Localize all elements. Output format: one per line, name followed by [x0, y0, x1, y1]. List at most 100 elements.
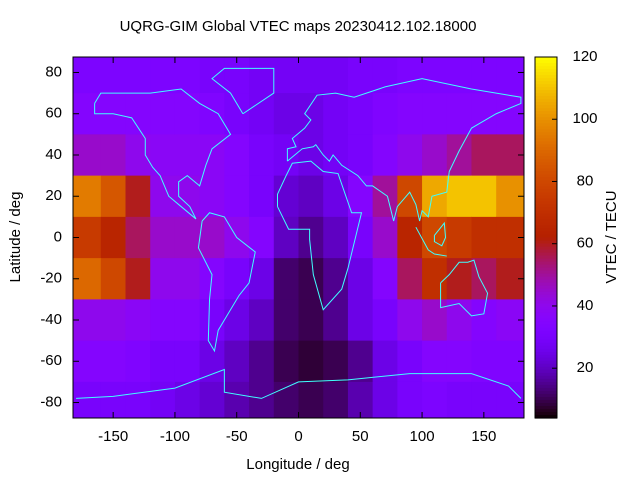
heatmap-cell	[273, 381, 299, 418]
colorbar-segment	[535, 141, 557, 145]
colorbar-segment	[535, 132, 557, 136]
colorbar-segment	[535, 144, 557, 148]
colorbar-segment	[535, 306, 557, 311]
heatmap-cell	[347, 381, 374, 418]
heatmap-cell	[224, 57, 250, 94]
colorbar-segment	[535, 99, 557, 103]
x-tick-label: -150	[98, 428, 128, 445]
heatmap-cell	[323, 57, 349, 94]
colorbar-frame	[534, 56, 558, 419]
heatmap-cell	[100, 57, 127, 94]
heatmap-cell	[323, 340, 349, 383]
heatmap-cell	[372, 57, 398, 94]
heatmap-cell	[323, 134, 349, 177]
heatmap-cell	[422, 175, 448, 218]
colorbar-segment	[535, 105, 557, 109]
colorbar-segment	[535, 396, 557, 401]
colorbar-segment	[535, 93, 557, 97]
colorbar-segment	[535, 291, 557, 296]
heatmap-cell	[100, 175, 127, 218]
colorbar-segment	[535, 270, 557, 275]
heatmap-cell	[397, 216, 423, 259]
heatmap-cell	[397, 57, 423, 94]
x-axis-label: Longitude / deg	[246, 456, 349, 473]
colorbar-segment	[535, 249, 557, 254]
heatmap-cell	[125, 57, 151, 94]
heatmap-cell	[471, 175, 497, 218]
colorbar-segment	[535, 123, 557, 127]
colorbar-segment	[535, 84, 557, 88]
colorbar-segment	[535, 147, 557, 151]
heatmap-cell	[174, 57, 201, 94]
colorbar-segment	[535, 264, 557, 269]
heatmap-cell	[298, 381, 324, 418]
heatmap-cell	[249, 216, 275, 259]
x-tick-label: 100	[410, 428, 435, 445]
heatmap-cell	[224, 258, 250, 300]
colorbar-segment	[535, 228, 557, 233]
colorbar-segment	[535, 273, 557, 278]
heatmap-cell	[174, 216, 201, 259]
colorbar-tick-label: 20	[577, 359, 594, 376]
colorbar-segment	[535, 192, 557, 196]
coastline	[416, 227, 447, 256]
y-tick-label: 0	[54, 228, 62, 245]
colorbar-segment	[535, 195, 557, 199]
heatmap-cell	[471, 340, 497, 383]
heatmap-cell	[100, 258, 127, 300]
colorbar-segment	[535, 102, 557, 106]
colorbar-segment	[535, 63, 557, 67]
colorbar-segment	[535, 369, 557, 374]
colorbar-segment	[535, 255, 557, 260]
heatmap-cell	[372, 381, 398, 418]
heatmap-cell	[397, 258, 423, 300]
heatmap-cell	[224, 299, 250, 342]
heatmap-cell	[471, 93, 497, 135]
colorbar-segment	[535, 177, 557, 181]
heatmap-cell	[471, 216, 497, 259]
y-tick-label: 20	[45, 187, 62, 204]
colorbar-segment	[535, 357, 557, 362]
y-tick-label: -40	[40, 311, 62, 328]
heatmap-cell	[125, 93, 151, 135]
colorbar-segment	[535, 258, 557, 263]
colorbar-segment	[535, 294, 557, 299]
heatmap-cell	[298, 57, 324, 94]
colorbar-segment	[535, 126, 557, 130]
colorbar-segment	[535, 120, 557, 124]
heatmap-cell	[347, 175, 374, 218]
heatmap-cell	[199, 216, 225, 259]
heatmap-cell	[73, 381, 102, 418]
heatmap-cell	[199, 57, 225, 94]
colorbar-segment	[535, 375, 557, 380]
heatmap-cell	[471, 57, 497, 94]
heatmap-cell	[347, 258, 374, 300]
colorbar-segment	[535, 138, 557, 142]
colorbar-segment	[535, 66, 557, 70]
colorbar-segment	[535, 231, 557, 236]
colorbar-segment	[535, 78, 557, 82]
colorbar-segment	[535, 186, 557, 190]
colorbar-segment	[535, 60, 557, 64]
colorbar-segment	[535, 243, 557, 248]
heatmap-cell	[174, 340, 201, 383]
colorbar-segment	[535, 360, 557, 365]
heatmap-cell	[347, 57, 374, 94]
heatmap	[73, 57, 524, 418]
colorbar-segment	[535, 279, 557, 284]
colorbar-segment	[535, 87, 557, 91]
coastlines	[76, 68, 521, 398]
colorbar-segment	[535, 339, 557, 344]
heatmap-cell	[174, 381, 201, 418]
heatmap-cell	[422, 381, 448, 418]
coastline	[198, 213, 255, 351]
colorbar-segment	[535, 225, 557, 230]
heatmap-cell	[496, 57, 524, 94]
heatmap-cell	[150, 299, 176, 342]
heatmap-cell	[100, 216, 127, 259]
heatmap-cell	[446, 216, 472, 259]
heatmap-cell	[323, 381, 349, 418]
heatmap-cell	[347, 340, 374, 383]
colorbar-segment	[535, 252, 557, 257]
colorbar-segment	[535, 174, 557, 178]
